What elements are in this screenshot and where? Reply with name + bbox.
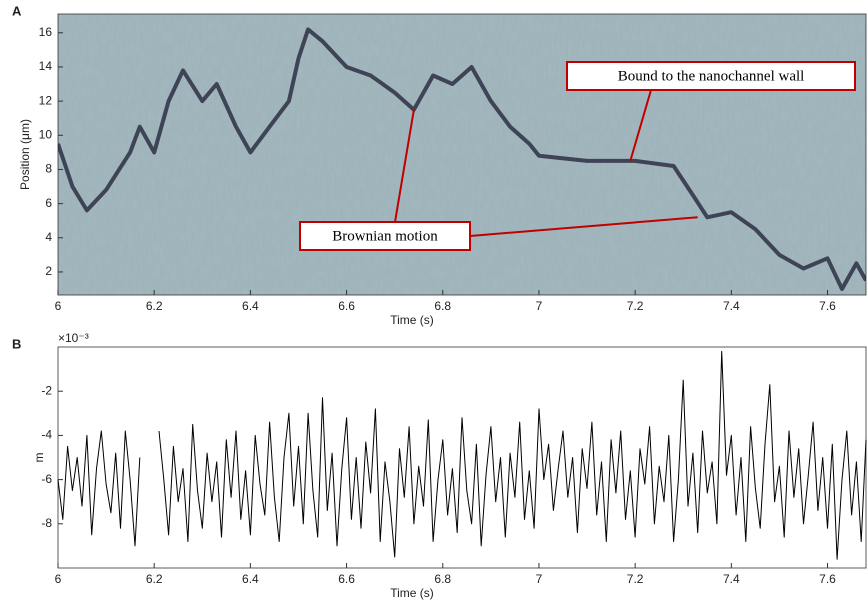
plot-frame <box>57 13 867 296</box>
x-tick-label: 6 <box>55 299 62 313</box>
y-tick-label: 4 <box>45 230 52 244</box>
x-axis-label: Time (s) <box>390 313 434 327</box>
x-tick-label: 6.2 <box>146 572 163 586</box>
y-axis-label: Position (μm) <box>18 119 32 190</box>
track <box>58 27 866 291</box>
x-tick-label: 6.8 <box>434 299 451 313</box>
annotation-arrow <box>394 109 415 223</box>
y-tick-label: 2 <box>45 264 52 278</box>
x-tick-label: 7.4 <box>723 299 740 313</box>
y-scale-label: ×10⁻³ <box>58 331 89 345</box>
y-tick-label: 8 <box>45 162 52 176</box>
panel-label: B <box>12 336 21 351</box>
x-tick-label: 6.4 <box>242 299 259 313</box>
panel-label: A <box>12 3 22 18</box>
y-tick-label: 14 <box>39 59 53 73</box>
x-tick-label: 6.8 <box>434 572 451 586</box>
annotation-arrow <box>629 89 652 162</box>
x-tick-label: 6.6 <box>338 572 355 586</box>
x-tick-label: 7 <box>536 572 543 586</box>
x-tick-label: 6.6 <box>338 299 355 313</box>
annotation-box <box>566 61 856 91</box>
x-axis-label: Time (s) <box>390 586 434 600</box>
annotation-text: Bound to the nanochannel wall <box>618 68 805 84</box>
x-tick-label: 7.2 <box>627 299 644 313</box>
y-tick-label: -2 <box>41 383 52 397</box>
y-tick-label: 16 <box>39 25 53 39</box>
y-tick-label: -8 <box>41 516 52 530</box>
y-tick-label: 10 <box>39 127 53 141</box>
annotation-box <box>299 221 471 251</box>
x-tick-label: 6.2 <box>146 299 163 313</box>
y-tick-label: -6 <box>41 472 52 486</box>
x-tick-label: 6.4 <box>242 572 259 586</box>
track-group <box>58 27 866 291</box>
plot-frame <box>57 346 867 569</box>
kymograph-noise <box>58 14 866 295</box>
y-tick-label: 6 <box>45 196 52 210</box>
y-axis-label: m <box>32 453 46 463</box>
x-tick-label: 7.2 <box>627 572 644 586</box>
annotation-text: Brownian motion <box>332 228 438 244</box>
x-tick-label: 7.4 <box>723 572 740 586</box>
line <box>57 350 867 560</box>
y-tick-label: -4 <box>41 428 52 442</box>
x-tick-label: 6 <box>55 572 62 586</box>
x-tick-label: 7.6 <box>819 572 836 586</box>
x-tick-label: 7 <box>536 299 543 313</box>
x-tick-label: 7.6 <box>819 299 836 313</box>
y-tick-label: 12 <box>39 93 53 107</box>
annotation-arrow <box>469 216 698 237</box>
